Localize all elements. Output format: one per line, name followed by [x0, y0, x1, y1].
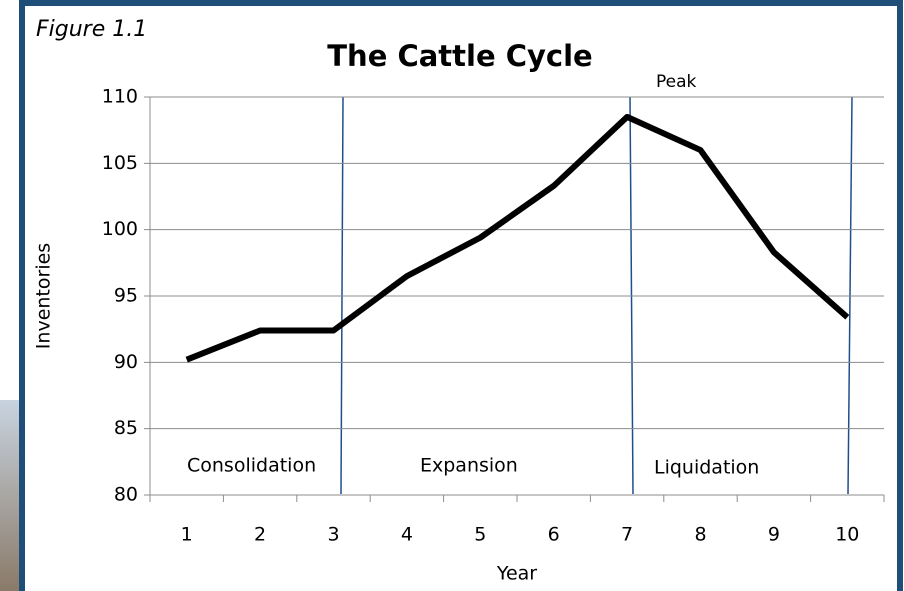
x-tick-label: 2	[254, 524, 266, 546]
y-tick-label: 100	[102, 218, 138, 240]
x-tick-label: 4	[401, 524, 413, 546]
y-tick-label: 85	[114, 417, 138, 439]
frame	[19, 0, 903, 591]
x-tick-label: 8	[694, 524, 706, 546]
data-line	[185, 113, 850, 363]
y-tick-label: 80	[114, 484, 138, 506]
chart-title: The Cattle Cycle	[327, 39, 592, 73]
annotation: Expansion	[420, 455, 518, 477]
annotation: Peak	[656, 72, 697, 92]
x-tick-label: 6	[548, 524, 560, 546]
y-tick-label: 110	[102, 86, 138, 108]
y-tick-label: 105	[102, 152, 138, 174]
y-tick-label: 90	[114, 351, 138, 373]
x-tick-label: 9	[768, 524, 780, 546]
figure-label: Figure 1.1	[36, 17, 147, 42]
x-tick-label: 10	[835, 524, 859, 546]
y-tick-label: 95	[114, 285, 138, 307]
y-axis-label: Inventories	[33, 243, 55, 349]
x-tick-label: 3	[327, 524, 339, 546]
x-tick-label: 5	[474, 524, 486, 546]
annotation: Consolidation	[187, 455, 316, 477]
x-tick-label: 1	[181, 524, 193, 546]
annotation: Liquidation	[654, 457, 759, 479]
x-tick-label: 7	[621, 524, 633, 546]
photo-edge	[0, 400, 22, 591]
x-axis-label: Year	[496, 563, 537, 585]
